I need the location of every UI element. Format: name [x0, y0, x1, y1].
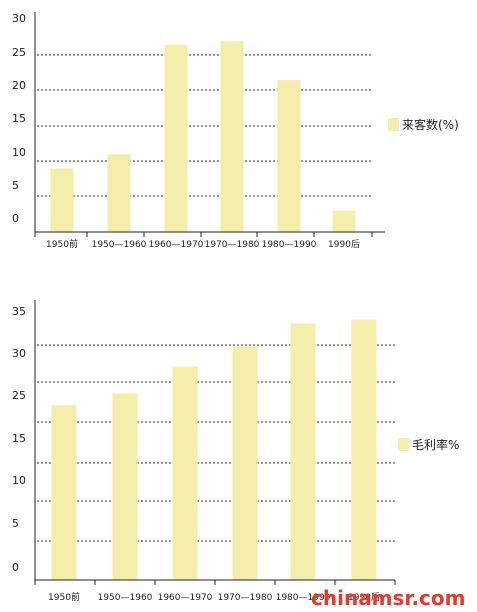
category-label: 1970—1980 [218, 593, 273, 603]
category-label: 1950前 [46, 238, 78, 250]
category-label: 1950前 [48, 591, 80, 603]
bar-3 [220, 41, 244, 233]
y-tick-label: 25 [12, 46, 26, 59]
category-label: 1950—1960 [98, 593, 153, 603]
bar-1 [112, 393, 138, 580]
chart-2-bars [51, 319, 377, 580]
watermark-text: chinamsr.com [311, 586, 465, 610]
bar-0 [50, 168, 74, 232]
bar-2 [172, 366, 198, 580]
y-tick-label: 15 [12, 432, 26, 445]
bar-4 [277, 80, 301, 232]
chart-1: 0 5 10 15 20 25 30 1950前 1950—1960 1960—1970 1970… [12, 12, 459, 250]
y-tick-label: 20 [12, 79, 26, 92]
category-label: 1990后 [348, 592, 380, 603]
category-label: 1990后 [328, 239, 360, 250]
bar-0 [51, 405, 77, 580]
category-label: 1980—1990 [262, 240, 317, 250]
category-label: 1960—1970 [149, 240, 204, 250]
chart-1-y-tick-labels: 0 5 10 15 20 25 30 [12, 12, 26, 225]
y-tick-label: 30 [12, 12, 26, 25]
y-tick-label: 0 [12, 561, 19, 574]
chart-2-x-tick-marks [34, 580, 396, 585]
y-tick-label: 10 [12, 474, 26, 487]
bar-2 [164, 44, 188, 232]
chart-2-legend-label: 毛利率% [412, 437, 459, 452]
category-label: 1970—1980 [205, 240, 260, 250]
category-label: 1960—1970 [158, 593, 213, 603]
chart-2-gridlines [37, 344, 397, 542]
chart-1-bars [50, 41, 356, 233]
y-tick-label: 0 [12, 212, 19, 225]
chart-2-category-labels: 1950前 1950—1960 1960—1970 1970—1980 1980—199… [48, 591, 380, 603]
chart-1-category-labels: 1950前 1950—1960 1960—1970 1970—1980 1980—199… [46, 238, 360, 250]
category-label: 1950—1960 [92, 240, 147, 250]
chart-2: 0 5 10 15 25 30 35 1950前 1950—1960 1960—1970 1970… [12, 300, 459, 603]
chart-1-legend-swatch [388, 118, 399, 131]
bar-5 [351, 319, 377, 580]
y-tick-label: 10 [12, 146, 26, 159]
y-tick-label: 5 [12, 179, 19, 192]
chart-1-x-tick-marks [34, 232, 373, 237]
category-label: 1980—1990 [276, 593, 331, 603]
bar-4 [290, 323, 316, 580]
chart-1-gridlines [37, 54, 372, 197]
bar-1 [107, 154, 131, 232]
chart-1-legend-label: 来客数(%) [402, 117, 459, 132]
y-tick-label: 25 [12, 389, 26, 402]
y-tick-label: 30 [12, 347, 26, 360]
bar-3 [232, 346, 258, 580]
chart-2-y-tick-labels: 0 5 10 15 25 30 35 [12, 305, 26, 574]
y-tick-label: 5 [12, 517, 19, 530]
bar-5 [332, 210, 356, 232]
chart-2-legend-swatch [398, 438, 409, 451]
y-tick-label: 15 [12, 112, 26, 125]
y-tick-label: 35 [12, 305, 26, 318]
